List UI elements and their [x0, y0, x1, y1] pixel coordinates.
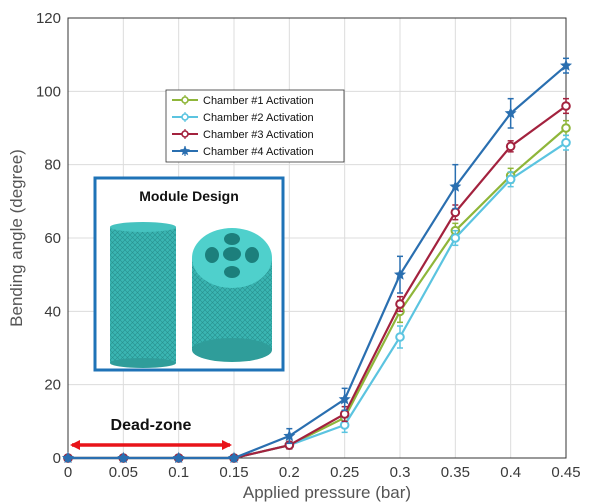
module-design-title: Module Design — [139, 188, 239, 204]
y-tick-label: 40 — [44, 303, 61, 320]
data-point — [450, 233, 461, 243]
legend-label: Chamber #3 Activation — [203, 129, 314, 141]
axis-labels: Applied pressure (bar) Bending angle (deg… — [7, 149, 411, 502]
legend-item: Chamber #2 Activation — [172, 112, 314, 124]
zero-point-marker — [173, 453, 184, 463]
y-axis-label: Bending angle (degree) — [7, 149, 26, 327]
x-tick-label: 0.05 — [109, 464, 138, 481]
data-point — [339, 409, 350, 419]
y-tick-label: 100 — [36, 83, 61, 100]
y-tick-label: 60 — [44, 230, 61, 247]
dead-zone-label: Dead-zone — [111, 417, 192, 434]
data-point — [561, 101, 571, 111]
data-point — [504, 107, 517, 119]
x-tick-label: 0.45 — [551, 464, 580, 481]
data-point — [395, 299, 405, 309]
module-iso-view-image — [192, 228, 272, 362]
axes: 0 0.05 0.1 0.15 0.2 0.25 0.3 0.35 0.4 0.45 0 20 40 60… — [36, 10, 581, 481]
x-tick-label: 0 — [64, 464, 72, 481]
dead-zone-annotation: Dead-zone — [70, 417, 232, 450]
x-axis-label: Applied pressure (bar) — [243, 483, 411, 502]
data-point — [395, 332, 405, 342]
data-point — [505, 141, 516, 152]
data-point — [450, 207, 461, 218]
data-point — [338, 393, 351, 405]
data-point — [449, 180, 462, 192]
plot-frame — [67, 17, 567, 459]
x-tick-label: 0.15 — [219, 464, 248, 481]
data-point — [393, 268, 407, 280]
legend-item: Chamber #1 Activation — [172, 95, 314, 107]
y-tick-label: 20 — [44, 377, 61, 394]
legend-label: Chamber #4 Activation — [203, 146, 314, 158]
x-tick-label: 0.3 — [390, 464, 411, 481]
x-tick-label: 0.1 — [168, 464, 189, 481]
data-point — [561, 137, 571, 148]
zero-point-marker — [229, 453, 239, 463]
data-point — [283, 429, 296, 442]
series-line — [68, 64, 567, 460]
legend-marker — [181, 113, 189, 121]
zero-point-marker — [63, 453, 73, 463]
legend-item: Chamber #3 Activation — [172, 129, 314, 141]
data-point — [505, 174, 516, 185]
data-point — [559, 59, 573, 71]
x-tick-label: 0.35 — [441, 464, 470, 481]
x-tick-label: 0.4 — [500, 464, 521, 481]
module-side-view-image — [110, 222, 176, 368]
legend-marker — [181, 96, 189, 104]
data-point — [561, 123, 571, 133]
data-point — [339, 420, 350, 430]
module-design-inset: Module Design — [93, 176, 285, 372]
legend-marker — [180, 145, 190, 156]
y-tick-label: 0 — [53, 450, 61, 467]
zero-point-marker — [118, 453, 129, 463]
x-tick-label: 0.25 — [330, 464, 359, 481]
legend-item: Chamber #4 Activation — [172, 145, 314, 158]
y-tick-label: 80 — [44, 157, 61, 174]
legend: Chamber #1 Activation Chamber #2 Activati… — [165, 89, 345, 163]
legend-marker — [181, 130, 189, 138]
series-group — [61, 57, 573, 464]
y-tick-label: 120 — [36, 10, 61, 27]
legend-label: Chamber #2 Activation — [203, 112, 314, 124]
legend-label: Chamber #1 Activation — [203, 95, 314, 107]
x-tick-label: 0.2 — [279, 464, 300, 481]
